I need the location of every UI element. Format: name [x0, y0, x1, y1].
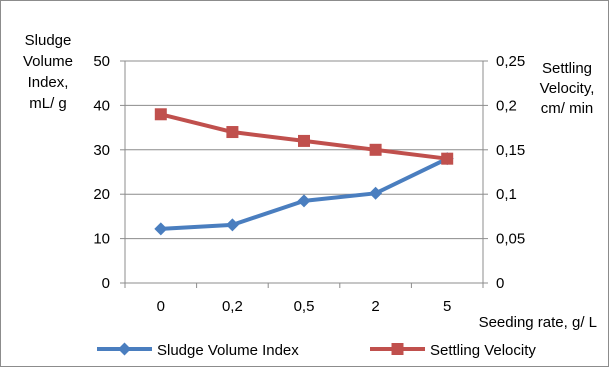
x-tick-label: 5 — [443, 298, 451, 315]
series — [154, 108, 454, 236]
legend-marker — [118, 342, 131, 356]
legend: Sludge Volume Index Settling Velocity — [97, 342, 536, 359]
y-right-tick-label: 0 — [496, 275, 504, 292]
axes — [120, 60, 488, 288]
y-left-axis-title-line: mL/ g — [29, 95, 67, 112]
data-point — [298, 134, 310, 147]
legend-label: Sludge Volume Index — [157, 342, 299, 359]
data-point — [154, 108, 167, 121]
y-left-tick-label: 50 — [93, 53, 110, 70]
data-point — [226, 126, 239, 139]
data-point — [154, 222, 168, 236]
y-left-tick-label: 30 — [93, 142, 110, 159]
gridlines — [125, 60, 483, 240]
y-right-axis-title-line: cm/ min — [541, 100, 594, 117]
x-tick-label: 0,5 — [294, 298, 315, 315]
y-right-tick-label: 0,1 — [496, 186, 517, 203]
y-right-tick-label: 0,25 — [496, 53, 525, 70]
data-point — [441, 152, 454, 165]
y-left-tick-label: 40 — [93, 97, 110, 114]
legend-label: Settling Velocity — [430, 342, 536, 359]
data-point — [369, 143, 382, 156]
y-right-axis-title-line: Settling — [542, 60, 592, 77]
y-left-tick-label: 10 — [93, 231, 110, 248]
legend-item: Sludge Volume Index — [97, 342, 299, 359]
y-right-tick-label: 0,2 — [496, 97, 517, 114]
data-point — [369, 186, 383, 200]
x-axis-title: Seeding rate, g/ L — [479, 314, 597, 331]
series-2 — [154, 108, 454, 165]
x-tick-label: 0 — [157, 298, 165, 315]
legend-marker — [391, 343, 404, 355]
legend-item: Settling Velocity — [370, 342, 536, 359]
y-left-axis-title-line: Volume — [23, 53, 73, 70]
y-left-tick-label: 20 — [93, 186, 110, 203]
y-right-tick-label: 0,15 — [496, 142, 525, 159]
data-point — [225, 218, 239, 232]
y-left-axis-title-line: Sludge — [25, 32, 72, 49]
x-tick-label: 2 — [371, 298, 379, 315]
data-point — [297, 194, 311, 208]
y-left-tick-label: 0 — [102, 275, 110, 292]
x-tick-label: 0,2 — [222, 298, 243, 315]
y-right-axis-title-line: Velocity, — [540, 80, 595, 97]
y-right-tick-label: 0,05 — [496, 231, 525, 248]
y-left-axis-title-line: Index, — [28, 74, 69, 91]
